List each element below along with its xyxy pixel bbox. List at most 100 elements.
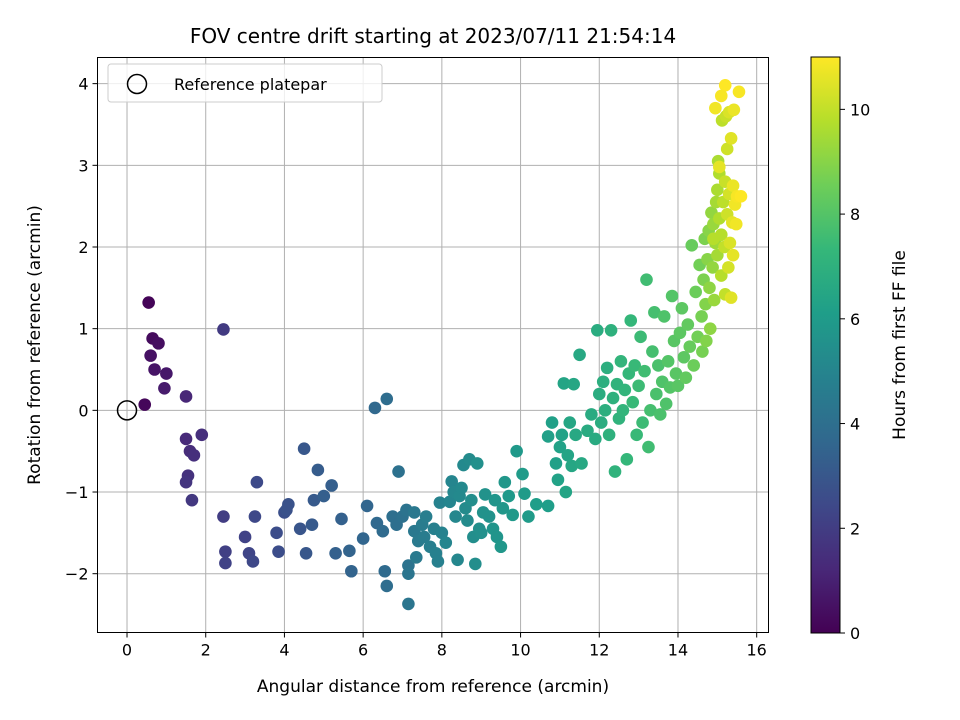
data-point — [644, 404, 657, 417]
data-point — [718, 78, 732, 92]
data-point — [720, 142, 734, 156]
data-point — [549, 457, 563, 470]
data-point — [541, 430, 555, 443]
data-point — [724, 291, 738, 304]
data-point — [402, 567, 415, 580]
x-tick-label: 6 — [358, 641, 368, 660]
data-point — [598, 404, 612, 417]
data-point — [726, 248, 740, 262]
data-point — [695, 310, 708, 323]
x-tick-label: 8 — [437, 641, 447, 660]
data-point — [700, 334, 713, 348]
data-point — [636, 416, 649, 429]
data-point — [575, 457, 588, 470]
y-axis-ticks: −2 −1 0 1 2 3 4 — [65, 75, 98, 584]
data-point — [431, 555, 445, 568]
data-point — [419, 510, 433, 523]
data-point — [496, 502, 510, 515]
colorbar-label: Hours from first FF file — [890, 250, 910, 440]
data-point — [246, 555, 260, 568]
data-point — [669, 367, 683, 380]
legend-entry-reference-platepar: Reference platepar — [174, 75, 327, 94]
data-point — [683, 340, 697, 353]
data-point — [565, 459, 579, 473]
x-tick-label: 0 — [122, 641, 132, 660]
colorbar — [810, 56, 841, 634]
data-point — [634, 330, 647, 344]
data-point — [502, 489, 516, 503]
data-point — [518, 487, 531, 500]
legend: Reference platepar — [107, 63, 383, 103]
data-point — [317, 489, 331, 503]
data-point — [592, 387, 606, 401]
data-point — [569, 428, 582, 442]
y-tick-label: 1 — [78, 320, 88, 339]
data-point — [409, 551, 423, 564]
colorbar-tick-label: 6 — [850, 310, 860, 329]
data-point — [443, 495, 457, 509]
data-point — [652, 359, 665, 372]
colorbar-tick-label: 10 — [850, 100, 870, 119]
data-point — [713, 160, 726, 174]
data-point — [734, 190, 748, 203]
data-point — [297, 442, 311, 456]
data-point — [650, 387, 663, 401]
data-point — [553, 440, 567, 454]
data-point — [567, 377, 580, 391]
data-point — [648, 306, 661, 319]
data-point — [179, 432, 193, 446]
data-point — [589, 432, 602, 446]
data-point — [498, 475, 512, 489]
data-point — [620, 453, 634, 466]
data-point — [488, 493, 502, 507]
data-point — [530, 497, 543, 511]
data-point — [445, 475, 458, 488]
data-point — [392, 465, 405, 478]
data-point — [217, 323, 230, 336]
data-point — [250, 475, 264, 489]
data-point — [559, 485, 573, 499]
data-point — [402, 597, 415, 611]
data-point — [707, 232, 720, 246]
data-point — [219, 545, 232, 558]
legend-marker-icon — [126, 73, 148, 95]
plot-frame — [97, 57, 769, 633]
legend-box — [107, 63, 383, 103]
x-axis-ticks: 0 2 4 6 8 10 12 14 16 — [122, 632, 767, 660]
data-point — [329, 546, 342, 560]
x-tick-label: 14 — [668, 641, 688, 660]
y-tick-label: −2 — [65, 565, 89, 584]
data-point — [555, 428, 569, 442]
data-point — [187, 448, 201, 462]
data-point — [185, 493, 199, 507]
chart-title: FOV centre drift starting at 2023/07/11 … — [190, 24, 676, 48]
data-point — [696, 345, 709, 358]
data-point — [594, 416, 608, 429]
data-point — [687, 359, 701, 372]
data-points — [138, 78, 748, 611]
data-point — [632, 379, 645, 393]
colorbar-ticks: 0 2 4 6 8 10 — [840, 100, 870, 643]
data-point — [591, 323, 604, 337]
data-point — [311, 463, 325, 477]
x-tick-label: 10 — [510, 641, 530, 660]
data-point — [417, 530, 431, 544]
data-point — [152, 337, 165, 350]
data-point — [238, 530, 252, 544]
data-point — [677, 350, 691, 364]
data-point — [703, 322, 717, 335]
data-point — [490, 530, 504, 544]
colorbar-tick-label: 8 — [850, 205, 860, 224]
data-point — [345, 564, 358, 578]
reference-platepar-marker — [116, 400, 138, 421]
data-point — [608, 465, 622, 478]
data-point — [376, 524, 390, 538]
y-tick-label: 3 — [78, 156, 88, 175]
data-point — [343, 544, 356, 558]
data-point — [474, 526, 488, 540]
data-point — [551, 473, 565, 487]
data-point — [732, 85, 746, 99]
data-point — [469, 557, 482, 571]
data-point — [659, 397, 673, 411]
